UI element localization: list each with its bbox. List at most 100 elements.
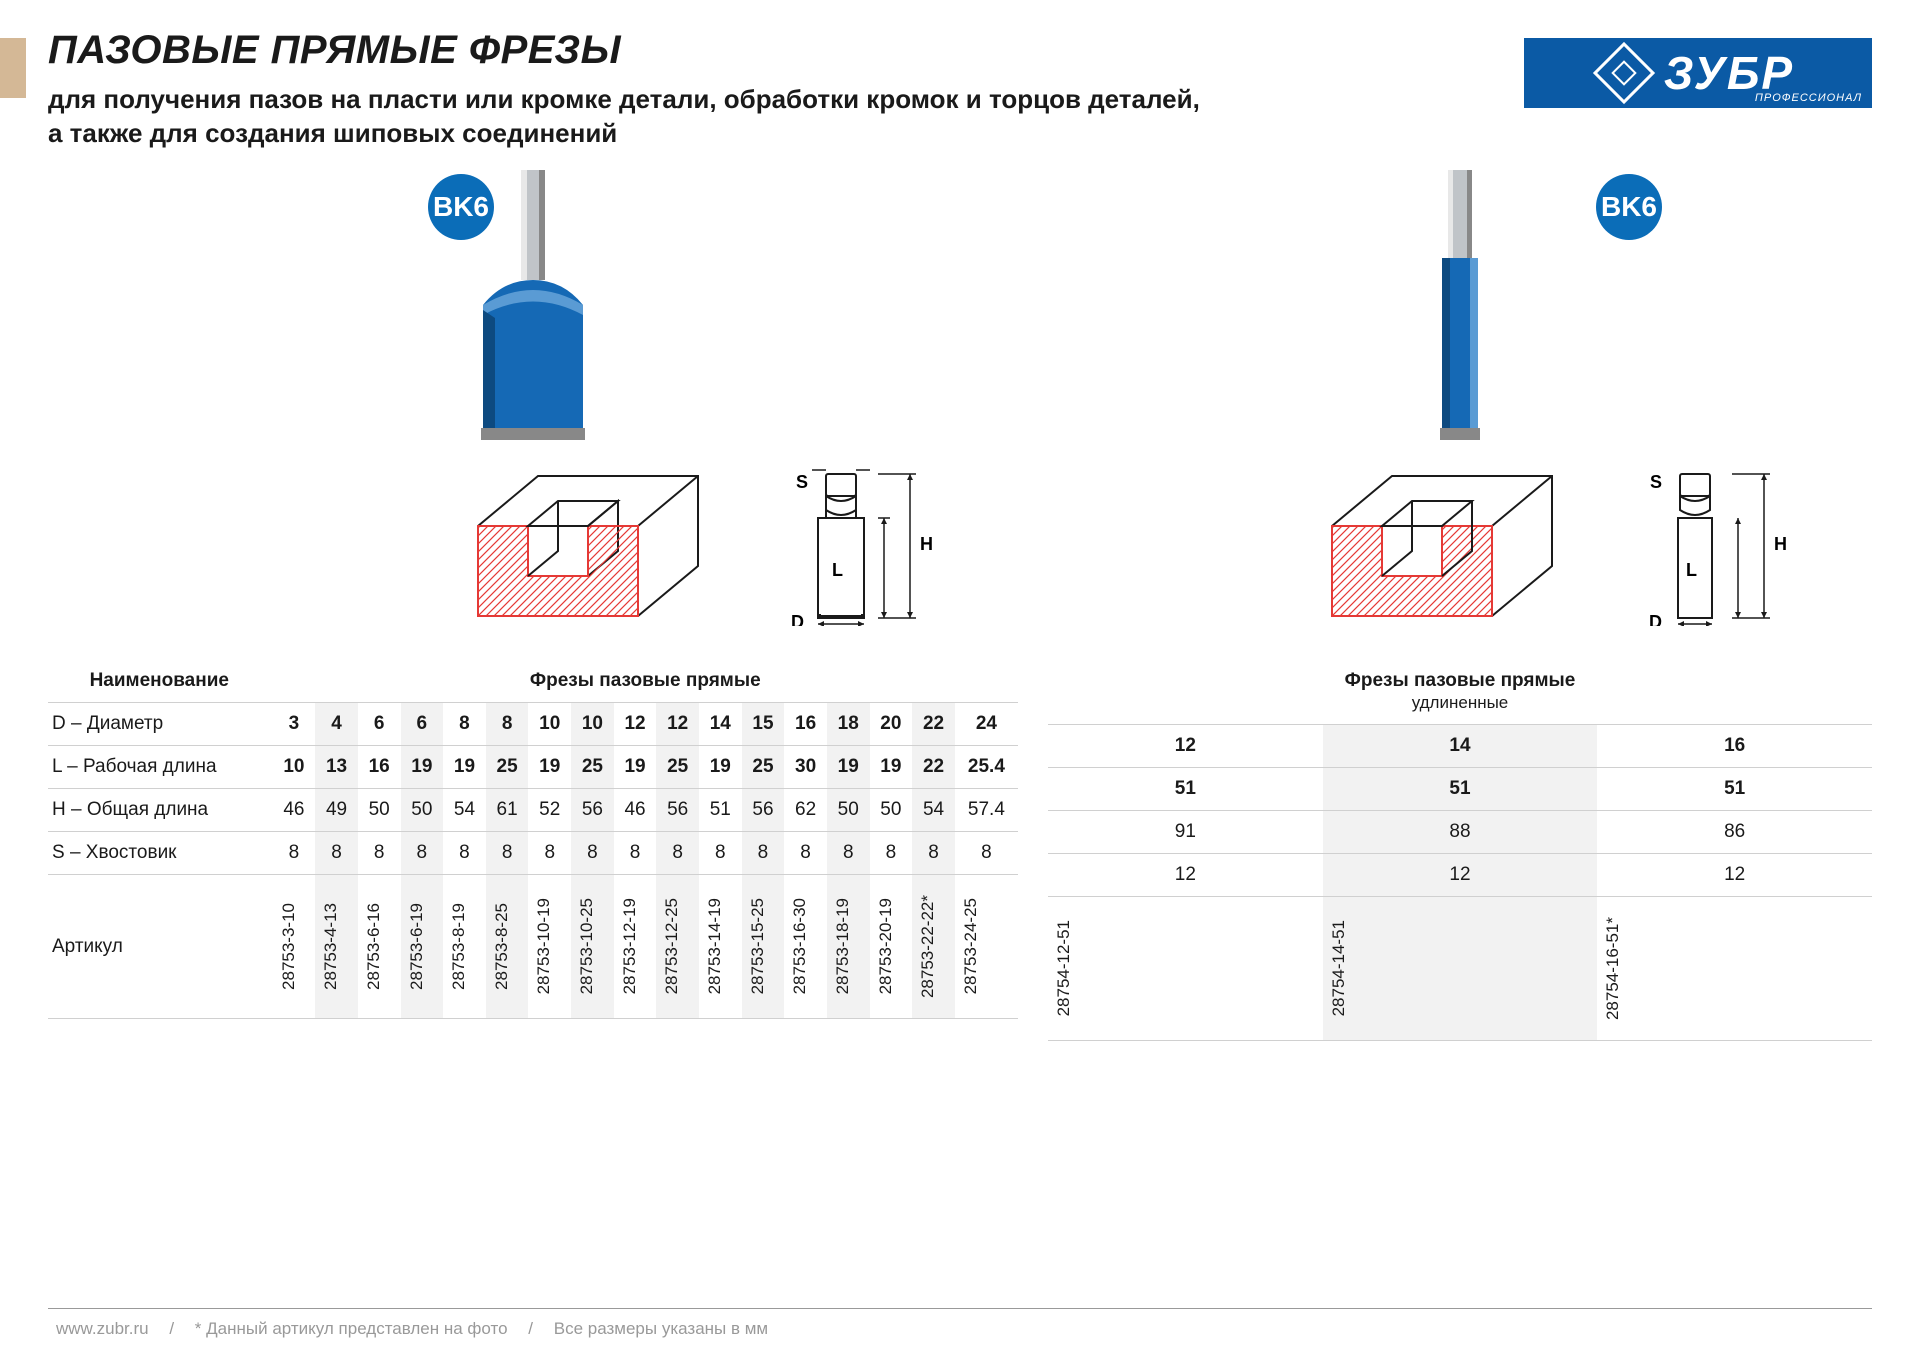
artikul-cell: 28753-8-25 — [492, 903, 512, 990]
cell: 8 — [358, 832, 401, 875]
diagram-row-1: S H L D — [48, 466, 1018, 626]
dim-d: D — [791, 612, 804, 626]
cell: 8 — [443, 703, 486, 746]
cell: 51 — [1323, 768, 1598, 811]
cell: 19 — [401, 746, 444, 789]
cell: 62 — [784, 789, 827, 832]
dimension-diagram-icon: S H L D — [1592, 466, 1832, 626]
table-title: Фрезы пазовые прямые — [273, 660, 1018, 703]
cell: 25 — [486, 746, 529, 789]
cell: 19 — [528, 746, 571, 789]
row-label: S – Хвостовик — [48, 832, 273, 875]
cell: 51 — [699, 789, 742, 832]
artikul-cell: 28753-12-19 — [620, 898, 640, 994]
dimension-diagram-icon: S H L D — [738, 466, 978, 626]
artikul-cell: 28753-14-19 — [705, 898, 725, 994]
cell: 61 — [486, 789, 529, 832]
artikul-cell: 28754-16-51* — [1603, 917, 1623, 1020]
cell: 54 — [443, 789, 486, 832]
cell: 51 — [1048, 768, 1323, 811]
cell: 51 — [1597, 768, 1872, 811]
cell: 10 — [528, 703, 571, 746]
artikul-cell: 28753-12-25 — [662, 898, 682, 994]
cell: 19 — [443, 746, 486, 789]
cell: 12 — [1048, 725, 1323, 768]
cell: 10 — [571, 703, 614, 746]
cell: 88 — [1323, 811, 1598, 854]
artikul-cell: 28753-6-16 — [364, 903, 384, 990]
cell: 8 — [571, 832, 614, 875]
cell: 12 — [1048, 854, 1323, 897]
cell: 52 — [528, 789, 571, 832]
table-1: НаименованиеФрезы пазовые прямыеD – Диам… — [48, 660, 1018, 1041]
cell: 57.4 — [955, 789, 1018, 832]
cell: 8 — [656, 832, 699, 875]
footer-url: www.zubr.ru — [56, 1319, 149, 1338]
artikul-cell: 28753-18-19 — [833, 898, 853, 994]
cell: 56 — [656, 789, 699, 832]
cell: 49 — [315, 789, 358, 832]
dim-h: H — [1774, 534, 1787, 554]
footer-note-2: Все размеры указаны в мм — [554, 1319, 768, 1338]
cell: 16 — [1597, 725, 1872, 768]
artikul-cell: 28753-3-10 — [279, 903, 299, 990]
row-label-art: Артикул — [48, 875, 273, 1019]
artikul-cell: 28753-16-30 — [790, 898, 810, 994]
table-2: Фрезы пазовые прямыеудлиненные1214165151… — [1048, 660, 1872, 1041]
cell: 3 — [273, 703, 316, 746]
artikul-cell: 28753-10-19 — [534, 898, 554, 994]
table-title: Фрезы пазовые прямыеудлиненные — [1048, 660, 1872, 725]
cell: 8 — [784, 832, 827, 875]
product-column-1: BK6 — [48, 160, 1018, 626]
cell: 12 — [1323, 854, 1598, 897]
artikul-cell: 28753-10-25 — [577, 898, 597, 994]
cell: 8 — [912, 832, 955, 875]
cell: 22 — [912, 746, 955, 789]
brand-subline: ПРОФЕССИОНАЛ — [1755, 92, 1862, 104]
cell: 25.4 — [955, 746, 1018, 789]
cell: 91 — [1048, 811, 1323, 854]
cell: 22 — [912, 703, 955, 746]
dim-s: S — [796, 472, 808, 492]
left-accent-tab — [0, 38, 26, 98]
cell: 50 — [358, 789, 401, 832]
cell: 8 — [443, 832, 486, 875]
cell: 30 — [784, 746, 827, 789]
cell: 8 — [699, 832, 742, 875]
product-column-2: BK6 S — [1048, 160, 1872, 626]
cell: 19 — [614, 746, 657, 789]
footer-note-1: * Данный артикул представлен на фото — [195, 1319, 508, 1338]
cell: 12 — [1597, 854, 1872, 897]
brand-logo: ЗУБР ПРОФЕССИОНАЛ — [1524, 38, 1872, 108]
product-image-2: BK6 — [1048, 160, 1872, 450]
dim-l: L — [832, 560, 843, 580]
cell: 8 — [486, 832, 529, 875]
artikul-cell: 28753-24-25 — [961, 898, 981, 994]
cell: 10 — [273, 746, 316, 789]
cell: 25 — [656, 746, 699, 789]
cell: 19 — [827, 746, 870, 789]
row-label: L – Рабочая длина — [48, 746, 273, 789]
cell: 16 — [358, 746, 401, 789]
artikul-cell: 28753-4-13 — [321, 903, 341, 990]
dim-l: L — [1686, 560, 1697, 580]
groove-diagram-icon — [468, 466, 708, 626]
brand-diamond-icon — [1593, 42, 1655, 104]
cell: 56 — [571, 789, 614, 832]
cell: 8 — [827, 832, 870, 875]
cell: 8 — [742, 832, 785, 875]
cell: 46 — [273, 789, 316, 832]
cell: 8 — [486, 703, 529, 746]
artikul-cell: 28753-22-22* — [918, 895, 938, 998]
diagram-row-2: S H L D — [1048, 466, 1872, 626]
cell: 16 — [784, 703, 827, 746]
cell: 24 — [955, 703, 1018, 746]
dim-s: S — [1650, 472, 1662, 492]
tables-area: НаименованиеФрезы пазовые прямыеD – Диам… — [48, 660, 1872, 1041]
cell: 12 — [656, 703, 699, 746]
cell: 19 — [699, 746, 742, 789]
cell: 8 — [955, 832, 1018, 875]
artikul-cell: 28753-20-19 — [876, 898, 896, 994]
cell: 50 — [401, 789, 444, 832]
cell: 86 — [1597, 811, 1872, 854]
